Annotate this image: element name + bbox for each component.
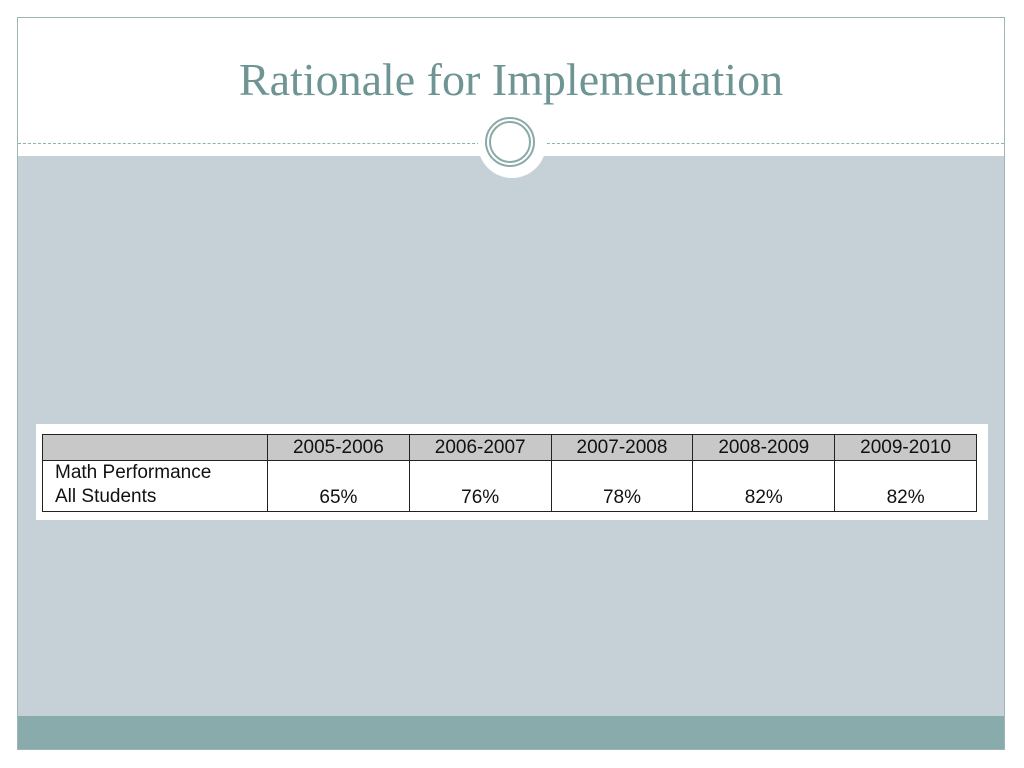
circle-ornament-inner-icon [489,121,531,163]
footer-bar [18,716,1004,749]
table-cell: 82% [692,460,836,512]
table-cell: 78% [550,460,694,512]
slide: Rationale for Implementation 2005-2006 2… [17,17,1005,750]
table-cell: 82% [834,460,977,512]
column-header: 2005-2006 [267,434,410,461]
table-header-row: 2005-2006 2006-2007 2007-2008 2008-2009 … [42,434,977,461]
table-row: Math Performance All Students 65% 76% 78… [42,460,977,512]
column-header: 2006-2007 [408,434,552,461]
table-cell: 76% [408,460,552,512]
table-panel: 2005-2006 2006-2007 2007-2008 2008-2009 … [36,424,988,520]
table-cell: 65% [267,460,410,512]
slide-title: Rationale for Implementation [238,54,784,105]
row-label-line1: Math Performance [55,462,212,483]
row-label-cell: Math Performance All Students [42,460,268,512]
column-header: 2007-2008 [550,434,694,461]
column-header: 2009-2010 [834,434,977,461]
header-corner-cell [42,434,268,461]
performance-table: 2005-2006 2006-2007 2007-2008 2008-2009 … [42,434,977,512]
row-label-line2: All Students [55,486,157,507]
content-area: 2005-2006 2006-2007 2007-2008 2008-2009 … [18,156,1004,716]
column-header: 2008-2009 [692,434,836,461]
